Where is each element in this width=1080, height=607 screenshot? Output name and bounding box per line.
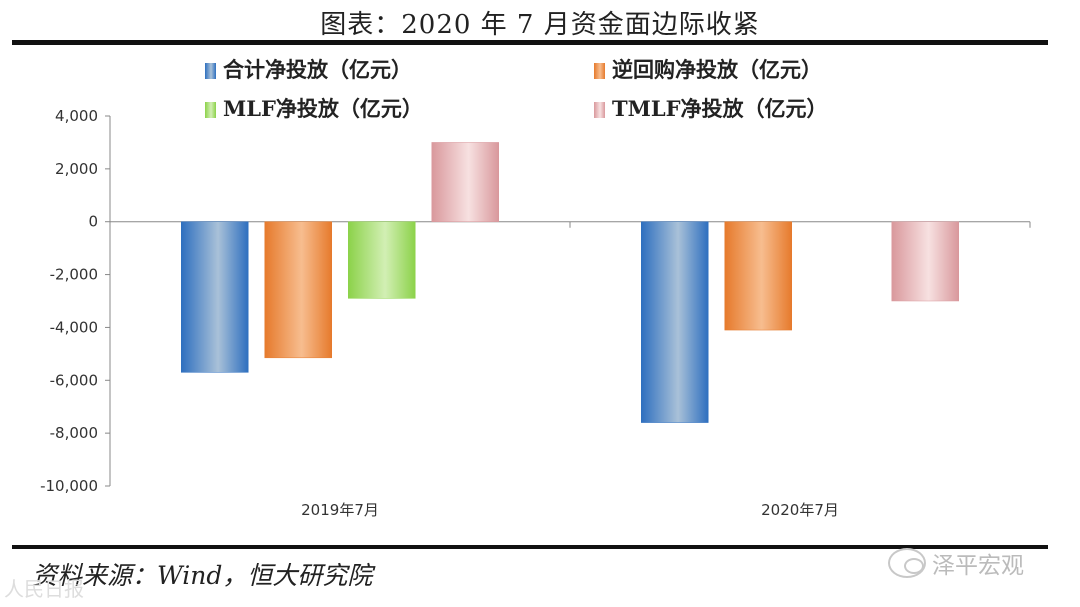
y-tick-label: 2,000 [55, 160, 98, 178]
y-tick-label: 0 [88, 213, 98, 231]
x-tick-label: 2019年7月 [301, 501, 379, 519]
bar-2-2 [724, 221, 792, 331]
legend-label: TMLF净投放（亿元） [612, 96, 828, 121]
bar-chart: 合计净投放（亿元） 逆回购净投放（亿元） MLF净投放（亿元） TMLF净投放（亿元）… [40, 57, 1031, 519]
legend: 合计净投放（亿元） 逆回购净投放（亿元） MLF净投放（亿元） TMLF净投放（亿元） [205, 57, 828, 121]
bars [181, 142, 959, 423]
legend-swatch [205, 63, 216, 79]
y-tick-label: -10,000 [40, 477, 98, 495]
legend-swatch [205, 102, 216, 118]
legend-label: MLF净投放（亿元） [223, 96, 423, 121]
top-rule [12, 40, 1048, 45]
chart-title: 图表：2020 年 7 月资金面边际收紧 [320, 10, 760, 40]
watermark-text: 泽平宏观 [932, 553, 1024, 579]
x-tick-label: 2020年7月 [761, 501, 839, 519]
bar-3-1 [348, 221, 416, 299]
bar-4-1 [431, 142, 499, 222]
legend-label: 合计净投放（亿元） [223, 57, 412, 82]
y-tick-label: -6,000 [50, 371, 98, 389]
bar-1-1 [181, 221, 249, 373]
y-tick-label: 4,000 [55, 107, 98, 125]
y-tick-label: -4,000 [50, 318, 98, 336]
bar-2-1 [264, 221, 332, 359]
watermark-bottom: 人民日报 [4, 577, 84, 601]
legend-swatch [594, 63, 605, 79]
legend-label: 逆回购净投放（亿元） [612, 57, 822, 82]
bar-4-2 [891, 221, 959, 302]
wechat-icon [888, 548, 926, 578]
legend-swatch [594, 102, 605, 118]
y-tick-label: -2,000 [50, 266, 98, 284]
bar-1-2 [641, 221, 709, 423]
axes: 4,000 2,000 0 -2,000 -4,000 -6,000 -8,000 -10,0… [40, 107, 1031, 519]
source-note: 资料来源：Wind，恒大研究院 [32, 561, 373, 590]
y-tick-label: -8,000 [50, 424, 98, 442]
watermark: 泽平宏观 [888, 546, 1024, 580]
bottom-rule [12, 545, 1048, 549]
